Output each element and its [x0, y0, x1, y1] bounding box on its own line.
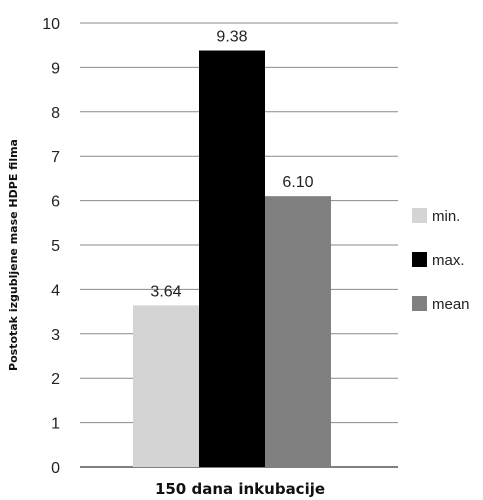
y-tick-label: 0 [51, 460, 60, 477]
legend-label: max. [432, 252, 465, 269]
bar-max [199, 50, 265, 467]
y-axis-label: Postotak izgubljene mase HDPE filma [7, 139, 20, 371]
y-tick-label: 10 [42, 16, 60, 33]
bar-mean [265, 196, 331, 467]
legend-label: mean [432, 296, 470, 313]
data-label: 6.10 [282, 174, 313, 191]
y-tick-label: 5 [51, 238, 60, 255]
bar-min [133, 305, 199, 467]
y-tick-label: 7 [51, 149, 60, 166]
y-tick-label: 8 [51, 105, 60, 122]
x-axis-label: 150 dana inkubacije [155, 480, 325, 498]
y-tick-label: 6 [51, 194, 60, 211]
data-label: 3.64 [150, 283, 181, 300]
y-tick-label: 9 [51, 60, 60, 77]
y-tick-label: 4 [51, 282, 60, 299]
y-tick-label: 1 [51, 416, 60, 433]
data-label: 9.38 [216, 29, 247, 46]
y-axis-ticks: 0 1 2 3 4 5 6 7 8 9 10 [42, 16, 60, 477]
legend-swatch [412, 296, 427, 311]
y-tick-label: 3 [51, 327, 60, 344]
legend-label: min. [432, 208, 460, 225]
legend-swatch [412, 252, 427, 267]
legend-swatch [412, 208, 427, 223]
y-tick-label: 2 [51, 371, 60, 388]
bars [133, 50, 331, 467]
legend: min. max. mean [412, 208, 470, 313]
data-labels: 3.64 9.38 6.10 [150, 29, 313, 301]
